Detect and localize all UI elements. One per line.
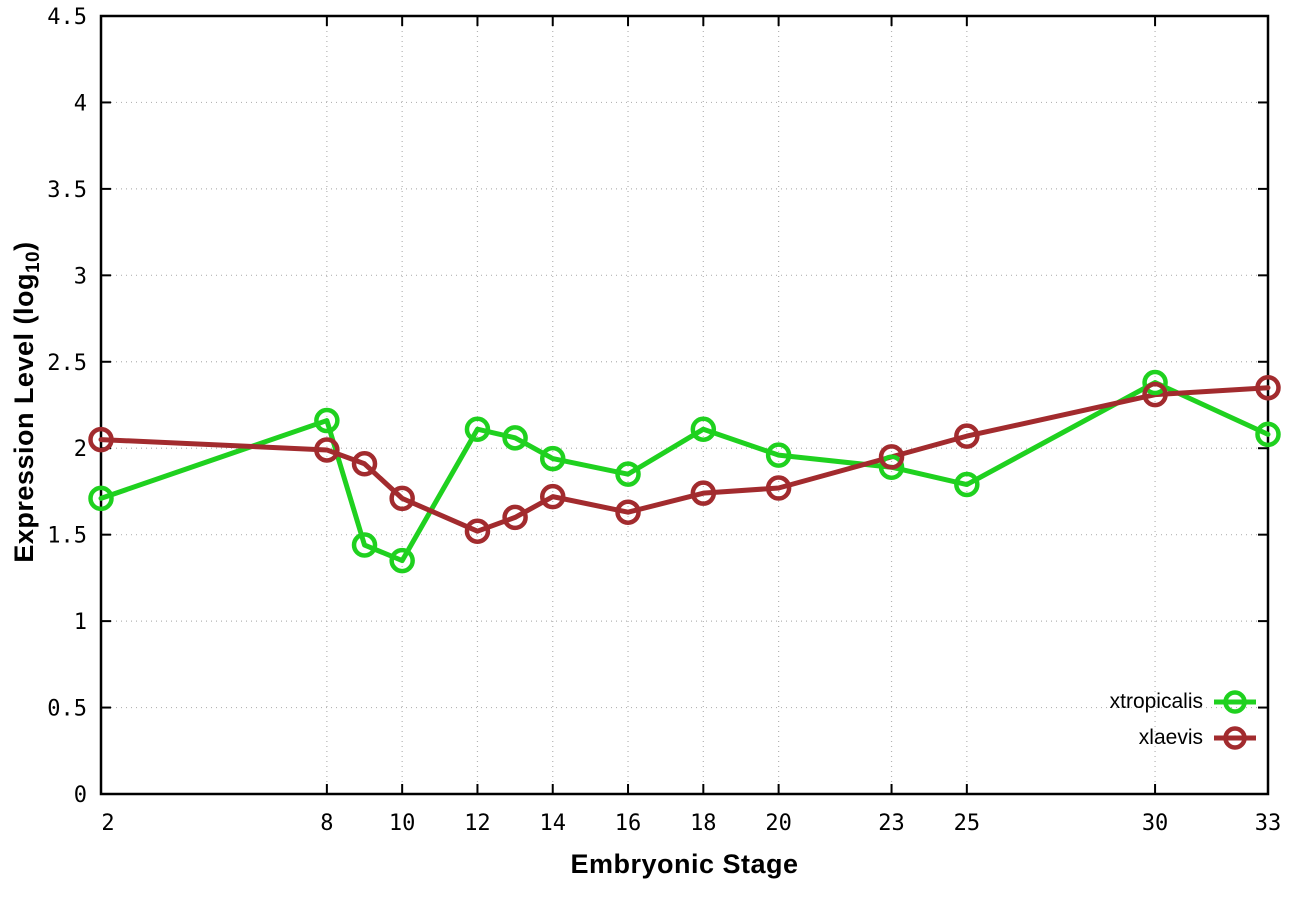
data-point-xtropicalis xyxy=(389,547,415,574)
data-point-xtropicalis xyxy=(690,416,717,442)
x-tick-label: 16 xyxy=(615,811,642,836)
y-tick-label: 1.5 xyxy=(47,524,87,549)
x-tick-label: 2 xyxy=(101,811,114,836)
data-point-xtropicalis xyxy=(314,407,340,434)
data-point-xlaevis xyxy=(690,480,717,506)
data-point-xtropicalis xyxy=(502,425,528,451)
x-tick-label: 14 xyxy=(539,811,566,836)
y-tick-label: 1 xyxy=(74,610,87,635)
x-tick-label: 10 xyxy=(389,811,416,836)
data-point-xtropicalis xyxy=(878,454,905,480)
data-point-xtropicalis xyxy=(765,442,792,468)
y-tick-label: 4.5 xyxy=(47,5,87,30)
y-tick-label: 2.5 xyxy=(47,351,87,376)
x-tick-label: 33 xyxy=(1255,811,1282,836)
data-point-xlaevis xyxy=(954,423,980,449)
x-tick-label: 30 xyxy=(1142,811,1169,836)
data-point-xlaevis xyxy=(1142,381,1168,408)
data-point-xtropicalis xyxy=(88,485,114,512)
data-point-xlaevis xyxy=(314,437,340,463)
data-point-xtropicalis xyxy=(464,416,491,442)
y-axis-title: Expression Level (log10) xyxy=(9,241,45,562)
data-point-xlaevis xyxy=(1255,374,1281,401)
y-tick-label: 3 xyxy=(74,264,87,289)
y-axis-title-subscript: 10 xyxy=(23,250,45,274)
data-point-xlaevis xyxy=(502,504,528,531)
legend-entry-xlaevis: xlaevis xyxy=(1110,721,1258,755)
y-tick-label: 3.5 xyxy=(47,178,87,203)
data-point-xlaevis xyxy=(389,485,415,512)
y-tick-label: 4 xyxy=(74,91,87,116)
legend: xtropicalis xlaevis xyxy=(1110,685,1258,755)
data-point-xtropicalis xyxy=(1142,369,1168,396)
data-point-xtropicalis xyxy=(539,445,566,472)
y-tick-label: 0 xyxy=(74,783,87,808)
legend-label-xtropicalis: xtropicalis xyxy=(1109,690,1203,713)
y-tick-label: 2 xyxy=(74,437,87,462)
data-point-xlaevis xyxy=(351,451,378,477)
legend-sample-marker-xtropicalis xyxy=(1214,690,1256,714)
x-tick-label: 20 xyxy=(765,811,792,836)
data-point-xlaevis xyxy=(878,444,905,470)
x-tick-label: 12 xyxy=(464,811,491,836)
data-point-xtropicalis xyxy=(1255,421,1281,448)
y-axis-title-text: Expression Level (log xyxy=(8,273,39,563)
data-point-xlaevis xyxy=(539,483,566,510)
data-point-xtropicalis xyxy=(615,461,641,487)
legend-label-xlaevis: xlaevis xyxy=(1138,726,1203,749)
series-line-xtropicalis xyxy=(98,380,1271,564)
data-point-xlaevis xyxy=(765,475,792,501)
y-tick-label: 0.5 xyxy=(47,697,87,722)
data-point-xlaevis xyxy=(464,518,491,544)
x-tick-label: 25 xyxy=(954,811,981,836)
x-tick-label: 18 xyxy=(690,811,717,836)
legend-sample-marker-xlaevis xyxy=(1214,726,1256,750)
x-axis-title: Embryonic Stage xyxy=(570,849,799,879)
y-axis-title-close: ) xyxy=(8,241,39,251)
plot-border xyxy=(99,14,1270,796)
data-point-xtropicalis xyxy=(351,532,378,558)
x-tick-label: 23 xyxy=(878,811,905,836)
x-tick-label: 8 xyxy=(320,811,333,836)
data-point-xlaevis xyxy=(615,499,641,525)
legend-entry-xtropicalis: xtropicalis xyxy=(1110,685,1258,719)
data-point-xtropicalis xyxy=(954,471,980,498)
series-line-xlaevis xyxy=(98,385,1271,534)
data-point-xlaevis xyxy=(88,426,114,453)
